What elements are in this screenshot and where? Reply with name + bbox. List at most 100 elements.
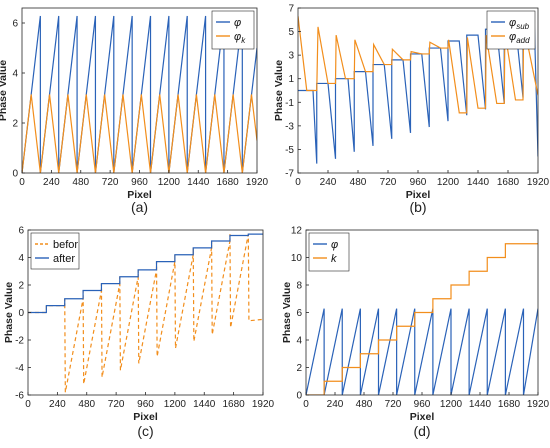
y-axis-label: Phase Value (0, 60, 9, 121)
x-tick-label: 240 (43, 177, 60, 188)
x-tick-label: 0 (19, 177, 25, 188)
y-tick-label: 1 (288, 74, 294, 85)
panel-label: (d) (413, 423, 430, 439)
y-tick-label: -1 (285, 98, 294, 109)
legend-box (308, 232, 350, 272)
x-tick-label: 1920 (246, 177, 269, 188)
legend-label: φk (234, 31, 246, 45)
y-axis-label: Phase Value (273, 60, 285, 121)
y-axis-label: Phase Value (281, 282, 293, 343)
y-tick-label: 0 (12, 169, 18, 180)
x-tick-label: 1680 (498, 399, 521, 410)
x-tick-label: 240 (49, 399, 66, 410)
y-tick-label: 4 (18, 253, 24, 264)
y-tick-label: 4 (12, 69, 18, 80)
x-axis-label: Pixel (127, 189, 152, 201)
y-tick-label: -3 (285, 121, 294, 132)
panel-1: 0 240 480 720 960 1200 1440 1680 1920 0 2 4 6 Pixel Ph… (0, 7, 269, 215)
y-tick-label: 2 (12, 119, 18, 130)
series-line-1 (306, 308, 538, 395)
legend-label: φ (234, 17, 241, 29)
x-tick-label: 720 (102, 177, 119, 188)
y-tick-label: 2 (296, 363, 302, 374)
x-tick-label: 480 (356, 399, 373, 410)
y-tick-label: 8 (296, 281, 302, 292)
y-tick-label: 6 (12, 19, 18, 30)
y-tick-label: -4 (15, 363, 24, 374)
series-line-2 (28, 233, 263, 314)
series-line-2 (306, 243, 538, 395)
y-tick-label: 10 (291, 253, 303, 264)
panel-2: 0 240 480 720 960 1200 1440 1680 1920 -7 -5 -3 -1 1 3 5… (273, 4, 550, 216)
x-tick-label: 1440 (467, 177, 490, 188)
legend-label: k (331, 253, 337, 265)
x-tick-label: 0 (303, 399, 309, 410)
y-tick-label: 7 (288, 4, 294, 15)
y-tick-label: -6 (15, 391, 24, 402)
y-tick-label: -7 (285, 169, 294, 180)
y-tick-label: 0 (296, 391, 302, 402)
series-line-1 (28, 234, 263, 393)
x-tick-label: 1680 (217, 177, 240, 188)
panel-4: 0 240 480 720 960 1200 1440 1680 1920 0 2 4 6 8 10 12 Pi… (281, 226, 550, 440)
x-tick-label: 1680 (497, 177, 520, 188)
x-tick-label: 1920 (527, 177, 550, 188)
x-tick-label: 1920 (527, 399, 550, 410)
y-tick-label: 0 (18, 308, 24, 319)
x-tick-label: 960 (137, 399, 154, 410)
legend: befor after (30, 232, 80, 270)
series-line-2 (298, 16, 538, 114)
legend: φ φk (211, 10, 255, 50)
x-tick-label: 1200 (437, 177, 460, 188)
x-tick-label: 720 (108, 399, 125, 410)
x-tick-label: 480 (72, 177, 89, 188)
y-tick-label: 5 (288, 27, 294, 38)
x-tick-label: 720 (380, 177, 397, 188)
x-tick-label: 960 (131, 177, 148, 188)
y-tick-label: 12 (291, 226, 303, 237)
y-tick-label: 4 (296, 336, 302, 347)
x-tick-label: 0 (25, 399, 31, 410)
x-axis-label: Pixel (410, 411, 435, 423)
x-axis-label: Pixel (406, 189, 431, 201)
panel-3: 0 240 480 720 960 1200 1440 1680 1920 -6 -4 -2 0 2 4 6 P… (3, 226, 275, 440)
x-tick-label: 1440 (469, 399, 492, 410)
panel-label: (c) (137, 423, 153, 439)
legend-label: φsub (509, 17, 530, 31)
y-tick-label: 3 (288, 51, 294, 62)
panel-label: (a) (131, 199, 148, 215)
y-tick-label: -2 (15, 336, 24, 347)
x-tick-label: 1920 (252, 399, 275, 410)
x-tick-label: 720 (385, 399, 402, 410)
y-tick-label: 2 (18, 281, 24, 292)
x-tick-label: 960 (414, 399, 431, 410)
legend-label: φadd (509, 31, 530, 45)
legend-box (211, 10, 255, 50)
x-tick-label: 1200 (158, 177, 181, 188)
panel-label: (b) (409, 199, 426, 215)
legend-box (486, 10, 536, 50)
x-tick-label: 1440 (187, 177, 210, 188)
legend-label: after (53, 253, 75, 265)
x-tick-label: 0 (295, 177, 301, 188)
legend-label: befor (53, 239, 78, 251)
x-tick-label: 240 (320, 177, 337, 188)
y-tick-label: 6 (296, 308, 302, 319)
y-tick-label: 6 (18, 226, 24, 237)
series-line-2 (22, 94, 257, 173)
legend-box (30, 232, 80, 270)
x-tick-label: 1200 (440, 399, 463, 410)
x-tick-label: 960 (410, 177, 427, 188)
x-tick-label: 1680 (223, 399, 246, 410)
x-axis-label: Pixel (133, 411, 158, 423)
legend-label: φ (331, 239, 338, 251)
x-tick-label: 480 (78, 399, 95, 410)
x-tick-label: 1200 (164, 399, 187, 410)
x-tick-label: 1440 (193, 399, 216, 410)
legend: φk (308, 232, 350, 272)
y-axis-label: Phase Value (3, 282, 15, 343)
x-tick-label: 480 (350, 177, 367, 188)
x-tick-label: 240 (327, 399, 344, 410)
